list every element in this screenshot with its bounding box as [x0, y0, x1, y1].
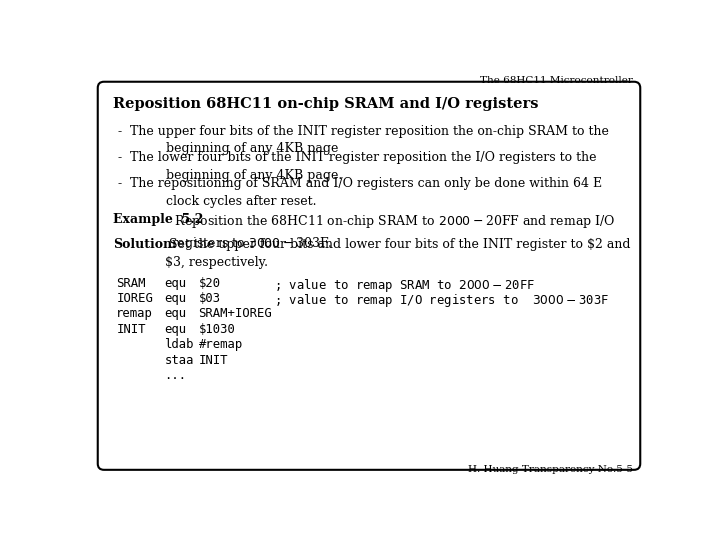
Text: equ: equ — [164, 292, 186, 305]
Text: equ: equ — [164, 307, 186, 320]
Text: -: - — [118, 125, 122, 138]
Text: The upper four bits of the INIT register reposition the on-chip SRAM to the
    : The upper four bits of the INIT register… — [130, 125, 609, 156]
Text: The 68HC11 Microcontroller: The 68HC11 Microcontroller — [480, 76, 632, 85]
Text: INIT: INIT — [117, 323, 146, 336]
Text: equ: equ — [164, 276, 186, 289]
Text: equ: equ — [164, 323, 186, 336]
Text: remap: remap — [117, 307, 153, 320]
Text: Reposition the 68HC11 on-chip SRAM to $2000-$20FF and remap I/O
registers to $30: Reposition the 68HC11 on-chip SRAM to $2… — [171, 213, 616, 252]
Text: Example  5.2: Example 5.2 — [113, 213, 204, 226]
Text: SRAM+IOREG: SRAM+IOREG — [199, 307, 272, 320]
Text: Solution:: Solution: — [113, 238, 177, 251]
Text: $03: $03 — [199, 292, 220, 305]
Text: Reposition 68HC11 on-chip SRAM and I/O registers: Reposition 68HC11 on-chip SRAM and I/O r… — [113, 97, 539, 111]
Text: SRAM: SRAM — [117, 276, 146, 289]
Text: ldab: ldab — [164, 338, 194, 351]
Text: $1030: $1030 — [199, 323, 235, 336]
Text: The lower four bits of the INIT register reposition the I/O registers to the
   : The lower four bits of the INIT register… — [130, 151, 597, 181]
Text: $20: $20 — [199, 276, 220, 289]
FancyBboxPatch shape — [98, 82, 640, 470]
Text: ; value to remap I/O registers to  $3000-$303F: ; value to remap I/O registers to $3000-… — [274, 292, 610, 309]
Text: H. Huang Transparency No.5-5: H. Huang Transparency No.5-5 — [467, 465, 632, 475]
Text: The repositioning of SRAM and I/O registers can only be done within 64 E
       : The repositioning of SRAM and I/O regist… — [130, 177, 603, 208]
Text: staa: staa — [164, 354, 194, 367]
Text: INIT: INIT — [199, 354, 228, 367]
Text: IOREG: IOREG — [117, 292, 153, 305]
Text: -: - — [118, 177, 122, 190]
Text: Set the upper four bits and lower four bits of the INIT register to $2 and
$3, r: Set the upper four bits and lower four b… — [165, 238, 631, 268]
Text: ...: ... — [164, 369, 186, 382]
Text: -: - — [118, 151, 122, 164]
Text: #remap: #remap — [199, 338, 243, 351]
Text: ; value to remap SRAM to $2000-$20FF: ; value to remap SRAM to $2000-$20FF — [274, 276, 536, 294]
